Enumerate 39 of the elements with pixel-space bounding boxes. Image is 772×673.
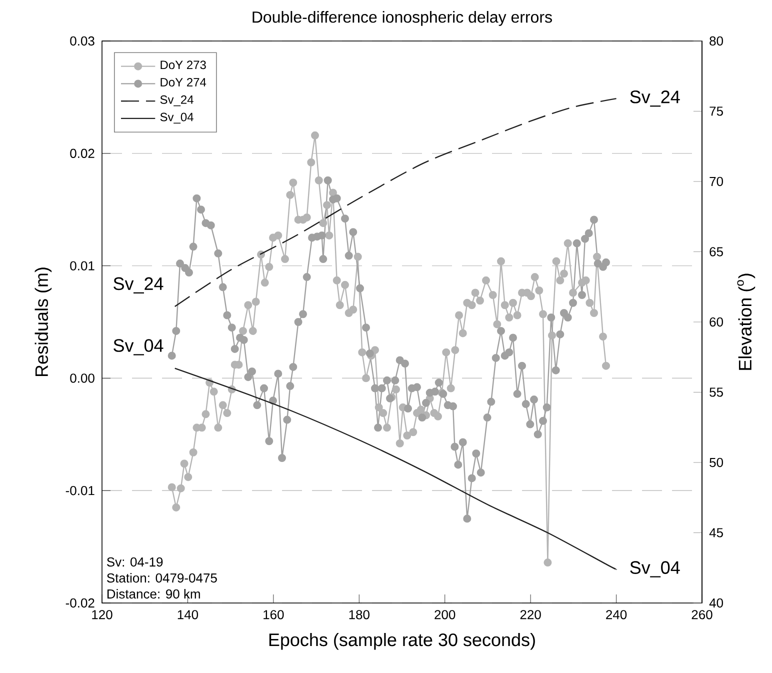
chart-title: Double-difference ionospheric delay errors xyxy=(252,11,552,26)
y-tick-label: -0.02 xyxy=(66,598,94,608)
y-tick-label: 0.03 xyxy=(70,36,94,46)
y2-tick-label: 55 xyxy=(710,388,723,397)
text: Sv_24 xyxy=(114,277,164,294)
y2-tick-label: 65 xyxy=(710,247,723,256)
annotation: Station: 0479-0475 xyxy=(107,573,217,583)
x-tick-label: 120 xyxy=(92,610,112,620)
x-tick-label: 180 xyxy=(349,610,370,620)
text: Sv_24 xyxy=(630,90,680,107)
x-tick-label: 220 xyxy=(520,610,541,620)
x-axis-title: Epochs (sample rate 30 seconds) xyxy=(269,632,535,650)
y2-tick-label: 50 xyxy=(710,458,724,468)
y2-tick-label: 80 xyxy=(710,36,724,46)
legend-label: Sv_04 xyxy=(160,112,194,124)
y-tick-label: 0.00 xyxy=(70,374,94,383)
y-tick-label: 0.01 xyxy=(70,261,94,270)
y2-tick-label: 45 xyxy=(709,528,723,538)
x-tick-label: 140 xyxy=(178,610,198,620)
y-axis-title: Residuals (m) xyxy=(34,268,52,376)
y-tick-label: 0.02 xyxy=(70,148,94,158)
legend-label: Sv_24 xyxy=(160,95,194,106)
y2-axis-title: Elevation ($^{o}$) xyxy=(737,274,756,370)
x-tick-label: 260 xyxy=(692,610,712,620)
legend-label: DoY 273 xyxy=(160,60,206,70)
y2-tick-label: 60 xyxy=(710,317,724,327)
x-tick-label: 200 xyxy=(434,610,456,620)
line-series xyxy=(174,368,617,570)
annotation: Distance: 90 km xyxy=(107,589,200,599)
x-tick-label: 240 xyxy=(606,610,627,620)
text: Sv_04 xyxy=(630,561,680,578)
legend-label: DoY 274 xyxy=(160,78,206,87)
text: Sv_04 xyxy=(114,339,164,356)
annotation: Sv: 04-19 xyxy=(107,557,163,567)
x-tick-label: 160 xyxy=(264,610,284,620)
y2-tick-label: 75 xyxy=(710,106,723,116)
y2-tick-label: 70 xyxy=(710,176,724,186)
y-tick-label: -0.01 xyxy=(66,486,94,496)
y2-tick-label: 40 xyxy=(709,598,724,608)
